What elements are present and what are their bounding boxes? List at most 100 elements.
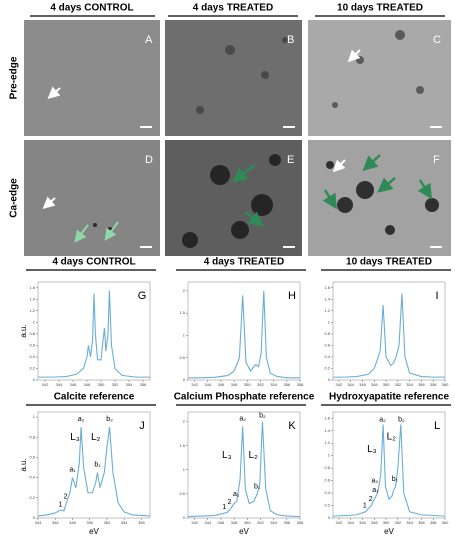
spectrum-line bbox=[333, 293, 445, 378]
y-tick-label: 0.5 bbox=[179, 491, 185, 496]
x-tick-label: 348 bbox=[231, 520, 238, 525]
panel-letter: L bbox=[434, 420, 440, 432]
x-tick-label: 354 bbox=[121, 520, 128, 525]
y-axis-label: a.u. bbox=[19, 458, 28, 471]
y-tick-label: 1.6 bbox=[29, 285, 35, 290]
y-tick-label: 1.4 bbox=[324, 296, 330, 301]
panel-letter: I bbox=[435, 290, 438, 302]
x-tick-label: 350 bbox=[244, 520, 251, 525]
peak-label: 2 bbox=[64, 494, 68, 501]
y-tick-label: 1.2 bbox=[324, 308, 330, 313]
column-headers: 4 days CONTROL 4 days TREATED 10 days TR… bbox=[30, 3, 445, 17]
x-tick-label: 344 bbox=[56, 382, 63, 387]
x-tick-label: 352 bbox=[394, 382, 401, 387]
x-tick-label: 350 bbox=[383, 520, 390, 525]
x-tick-label: 358 bbox=[430, 382, 437, 387]
panel-letter: F bbox=[433, 154, 440, 166]
y-tick-label: 1 bbox=[328, 319, 331, 324]
spectrum-line bbox=[37, 427, 151, 517]
y-tick-label: 1.2 bbox=[29, 308, 35, 313]
y-tick-label: 0.6 bbox=[324, 342, 330, 347]
panel-letter: G bbox=[138, 290, 147, 302]
x-tick-label: 346 bbox=[218, 382, 225, 387]
x-tick-label: 356 bbox=[283, 520, 290, 525]
x-tick-label: 346 bbox=[70, 382, 77, 387]
x-axis-label: eV bbox=[239, 527, 249, 536]
panel-letter: K bbox=[288, 420, 296, 432]
peak-label: a₁ bbox=[372, 487, 379, 494]
x-tick-label: 350 bbox=[98, 382, 105, 387]
y-tick-label: 0.2 bbox=[324, 366, 330, 371]
y-tick-label: 0.4 bbox=[324, 490, 330, 495]
y-tick-label: 0.4 bbox=[324, 354, 330, 359]
plot-frame bbox=[332, 281, 446, 381]
spectrum-line bbox=[38, 290, 150, 378]
x-tick-label: 342 bbox=[336, 520, 343, 525]
y-tick-label: 0.4 bbox=[29, 475, 35, 480]
x-tick-label: 354 bbox=[406, 382, 413, 387]
arrows bbox=[42, 49, 361, 209]
plot-frame bbox=[187, 281, 301, 381]
panel-letter: E bbox=[287, 154, 294, 166]
chart-title: Calcium Phosphate reference bbox=[174, 392, 315, 403]
x-tick-label: 348 bbox=[84, 382, 91, 387]
x-tick-label: 346 bbox=[218, 520, 225, 525]
y-tick-label: 1.2 bbox=[324, 440, 330, 445]
y-tick-label: 0.8 bbox=[29, 434, 35, 439]
y-tick-label: 0 bbox=[33, 515, 36, 520]
y-tick-label: 0 bbox=[183, 377, 186, 382]
micrograph bbox=[308, 20, 451, 136]
y-tick-label: 0.2 bbox=[29, 495, 35, 500]
peak-label: b₁ bbox=[254, 484, 261, 491]
x-tick-label: 358 bbox=[297, 520, 304, 525]
plot-frame bbox=[332, 411, 446, 519]
row-label: Ca-edge bbox=[9, 178, 20, 218]
y-tick-label: 0.2 bbox=[324, 503, 330, 508]
spectrum-line bbox=[187, 421, 301, 518]
plot-frame bbox=[37, 281, 151, 381]
peak-label: a₁ bbox=[233, 491, 240, 498]
peak-label: L₂ bbox=[91, 432, 101, 443]
y-tick-label: 0.5 bbox=[179, 355, 185, 360]
y-tick-label: 1 bbox=[33, 414, 36, 419]
peak-label: 2 bbox=[369, 496, 373, 503]
x-tick-label: 356 bbox=[140, 382, 147, 387]
x-tick-label: 344 bbox=[347, 520, 354, 525]
chart-title: Hydroxyapatite reference bbox=[329, 392, 449, 403]
x-tick-label: 350 bbox=[383, 382, 390, 387]
scale-bars bbox=[140, 126, 442, 248]
x-tick-label: 352 bbox=[257, 382, 264, 387]
column-header: 4 days CONTROL bbox=[50, 3, 133, 14]
x-tick-label: 360 bbox=[442, 382, 449, 387]
x-tick-label: 352 bbox=[112, 382, 119, 387]
plot-frame bbox=[187, 411, 301, 519]
x-axis-label: eV bbox=[89, 527, 99, 536]
x-tick-label: 360 bbox=[442, 520, 449, 525]
y-tick-label: 0 bbox=[328, 377, 331, 382]
peak-label: L₂ bbox=[387, 432, 397, 443]
x-tick-label: 348 bbox=[69, 520, 76, 525]
x-tick-label: 342 bbox=[191, 520, 198, 525]
x-tick-label: 354 bbox=[270, 520, 277, 525]
peak-label: a₂ bbox=[78, 416, 85, 423]
x-tick-label: 344 bbox=[204, 382, 211, 387]
y-tick-label: 0.8 bbox=[29, 331, 35, 336]
x-tick-label: 344 bbox=[35, 520, 42, 525]
micrographs: A B C D E F bbox=[24, 20, 451, 256]
panel-letter: C bbox=[433, 34, 441, 46]
y-tick-label: 0.6 bbox=[29, 454, 35, 459]
peak-label: L₃ bbox=[70, 432, 80, 443]
x-axis-label: eV bbox=[384, 527, 394, 536]
x-tick-label: 356 bbox=[283, 382, 290, 387]
x-tick-label: 354 bbox=[126, 382, 133, 387]
plot-frame bbox=[37, 411, 151, 519]
x-tick-label: 354 bbox=[270, 382, 277, 387]
y-axis-label: a.u. bbox=[19, 324, 28, 337]
y-tick-label: 1 bbox=[33, 319, 36, 324]
micrograph bbox=[24, 140, 160, 256]
column-header: 4 days TREATED bbox=[193, 3, 273, 14]
panel-letter: J bbox=[139, 420, 145, 432]
x-tick-label: 344 bbox=[347, 382, 354, 387]
y-tick-label: 1.5 bbox=[179, 443, 185, 448]
peak-label: 2 bbox=[228, 499, 232, 506]
